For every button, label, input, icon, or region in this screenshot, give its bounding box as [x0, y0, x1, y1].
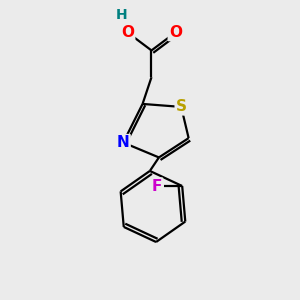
Text: N: N [117, 135, 130, 150]
Text: O: O [121, 25, 134, 40]
Text: O: O [169, 25, 182, 40]
Text: S: S [176, 99, 187, 114]
Text: H: H [116, 8, 128, 22]
Text: F: F [152, 178, 162, 194]
